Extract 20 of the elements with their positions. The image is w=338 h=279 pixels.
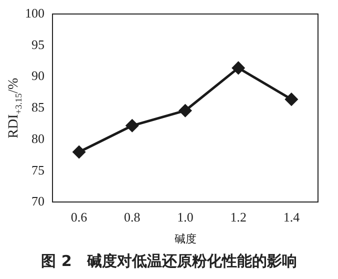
y-tick-label: 90	[32, 68, 44, 84]
x-tick-label: 0.8	[124, 209, 140, 224]
y-tick-label: 70	[32, 194, 44, 209]
point	[179, 104, 192, 117]
point	[232, 62, 245, 74]
y-axis-title: RDI+3.15/%	[6, 78, 24, 138]
x-tick-label: 1.2	[230, 209, 246, 224]
y-tick-label: 95	[32, 36, 44, 52]
point	[126, 119, 138, 132]
caption: 图 2 碱度对低温还原粉化性能的影响	[40, 251, 298, 272]
point	[285, 93, 298, 106]
x-axis-title: 碱度	[174, 232, 196, 246]
point	[72, 146, 86, 158]
x-tick-label: 0.6	[70, 209, 88, 224]
x-tick-label: 1.0	[177, 209, 194, 224]
y-tick-label: 80	[32, 130, 44, 146]
y-tick-label: 100	[25, 5, 44, 20]
y-tick-label: 75	[32, 162, 44, 178]
x-tick-label: 1.4	[283, 209, 300, 224]
y-tick-label: 85	[32, 100, 44, 115]
